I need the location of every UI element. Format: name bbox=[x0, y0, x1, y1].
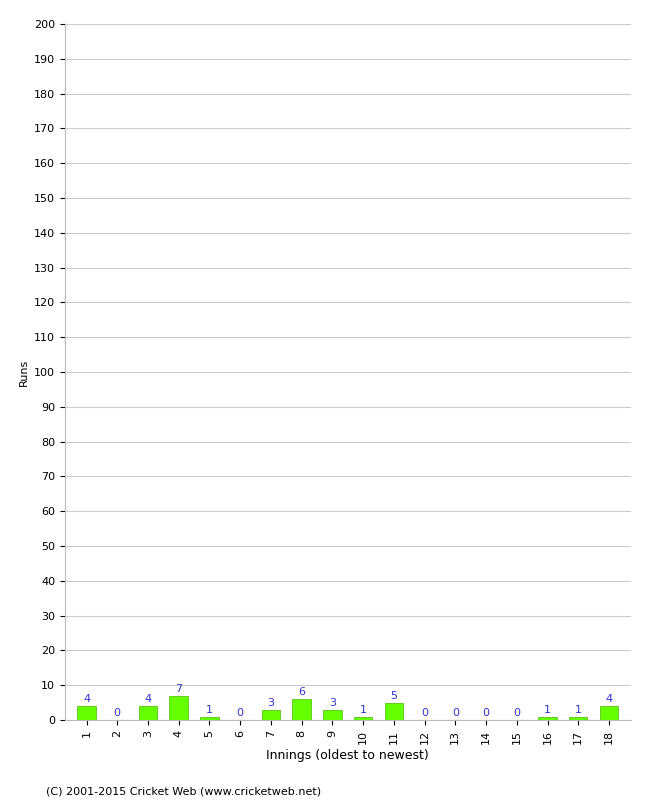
Text: 0: 0 bbox=[514, 708, 520, 718]
Bar bbox=[323, 710, 342, 720]
Bar bbox=[292, 699, 311, 720]
Text: 7: 7 bbox=[175, 684, 182, 694]
Y-axis label: Runs: Runs bbox=[19, 358, 29, 386]
Text: 0: 0 bbox=[421, 708, 428, 718]
Text: 5: 5 bbox=[391, 691, 397, 701]
Text: 3: 3 bbox=[267, 698, 274, 708]
Text: 0: 0 bbox=[237, 708, 244, 718]
Text: 1: 1 bbox=[206, 705, 213, 714]
Text: 4: 4 bbox=[144, 694, 151, 704]
Bar bbox=[354, 717, 372, 720]
Bar bbox=[262, 710, 280, 720]
Bar bbox=[200, 717, 218, 720]
Bar bbox=[538, 717, 557, 720]
Text: 4: 4 bbox=[605, 694, 612, 704]
Text: 4: 4 bbox=[83, 694, 90, 704]
Text: 6: 6 bbox=[298, 687, 305, 698]
Bar bbox=[138, 706, 157, 720]
Text: 0: 0 bbox=[482, 708, 489, 718]
Bar bbox=[600, 706, 618, 720]
Text: 1: 1 bbox=[544, 705, 551, 714]
Text: 0: 0 bbox=[114, 708, 121, 718]
Bar bbox=[170, 696, 188, 720]
Text: 0: 0 bbox=[452, 708, 459, 718]
Text: 3: 3 bbox=[329, 698, 336, 708]
Text: 1: 1 bbox=[575, 705, 582, 714]
X-axis label: Innings (oldest to newest): Innings (oldest to newest) bbox=[266, 750, 429, 762]
Bar bbox=[569, 717, 588, 720]
Text: (C) 2001-2015 Cricket Web (www.cricketweb.net): (C) 2001-2015 Cricket Web (www.cricketwe… bbox=[46, 786, 320, 796]
Bar bbox=[385, 702, 403, 720]
Text: 1: 1 bbox=[359, 705, 367, 714]
Bar bbox=[77, 706, 96, 720]
